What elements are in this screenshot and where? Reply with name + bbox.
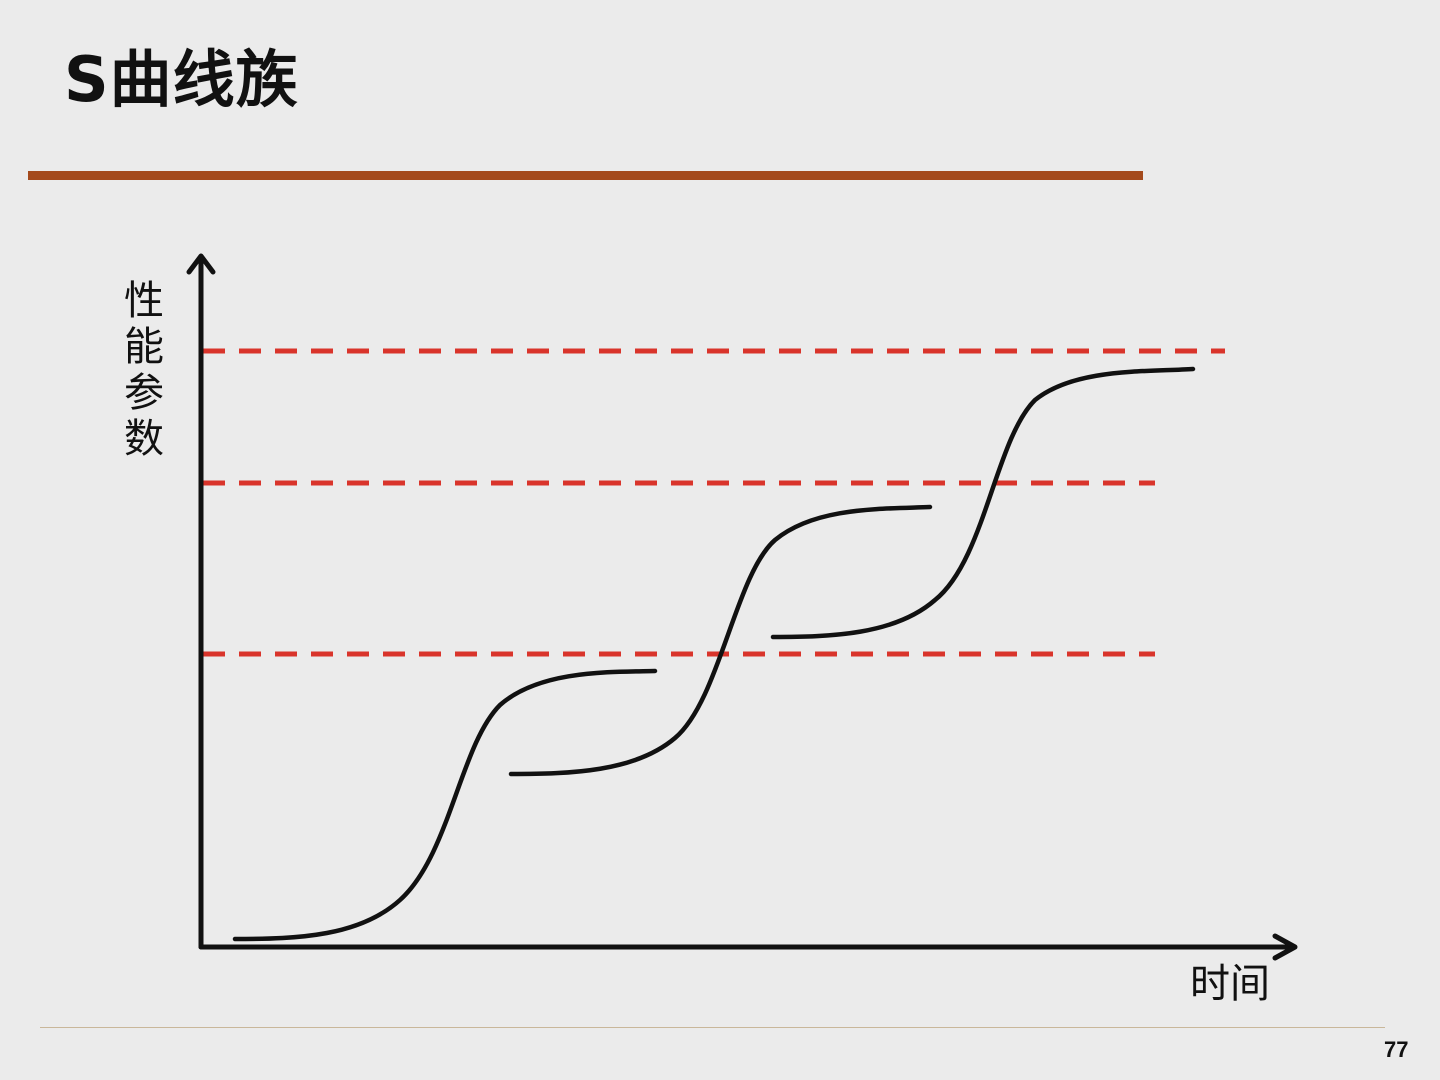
- limit-lines: [203, 348, 1225, 657]
- x-axis-arrow-icon: [1272, 933, 1298, 961]
- y-axis-label-char: 数: [124, 416, 164, 462]
- x-axis-label: 时间: [1190, 961, 1270, 1007]
- s-curves: [232, 366, 1196, 942]
- title-underline: [28, 171, 1143, 180]
- y-axis-label: 性能参数: [122, 278, 166, 462]
- y-axis-label-char: 性: [124, 278, 164, 324]
- y-axis-label-char: 参: [124, 370, 164, 416]
- s-curve-3: [770, 366, 1196, 640]
- y-axis-label-char: 能: [124, 324, 164, 370]
- axes: [186, 253, 1298, 961]
- page-number: 77: [1384, 1037, 1409, 1062]
- footer-divider: [40, 1027, 1385, 1028]
- y-axis-arrow-icon: [186, 253, 216, 275]
- s-curve-2: [508, 504, 933, 777]
- s-curve-1: [232, 668, 658, 942]
- slide-title: S曲线族: [64, 43, 299, 116]
